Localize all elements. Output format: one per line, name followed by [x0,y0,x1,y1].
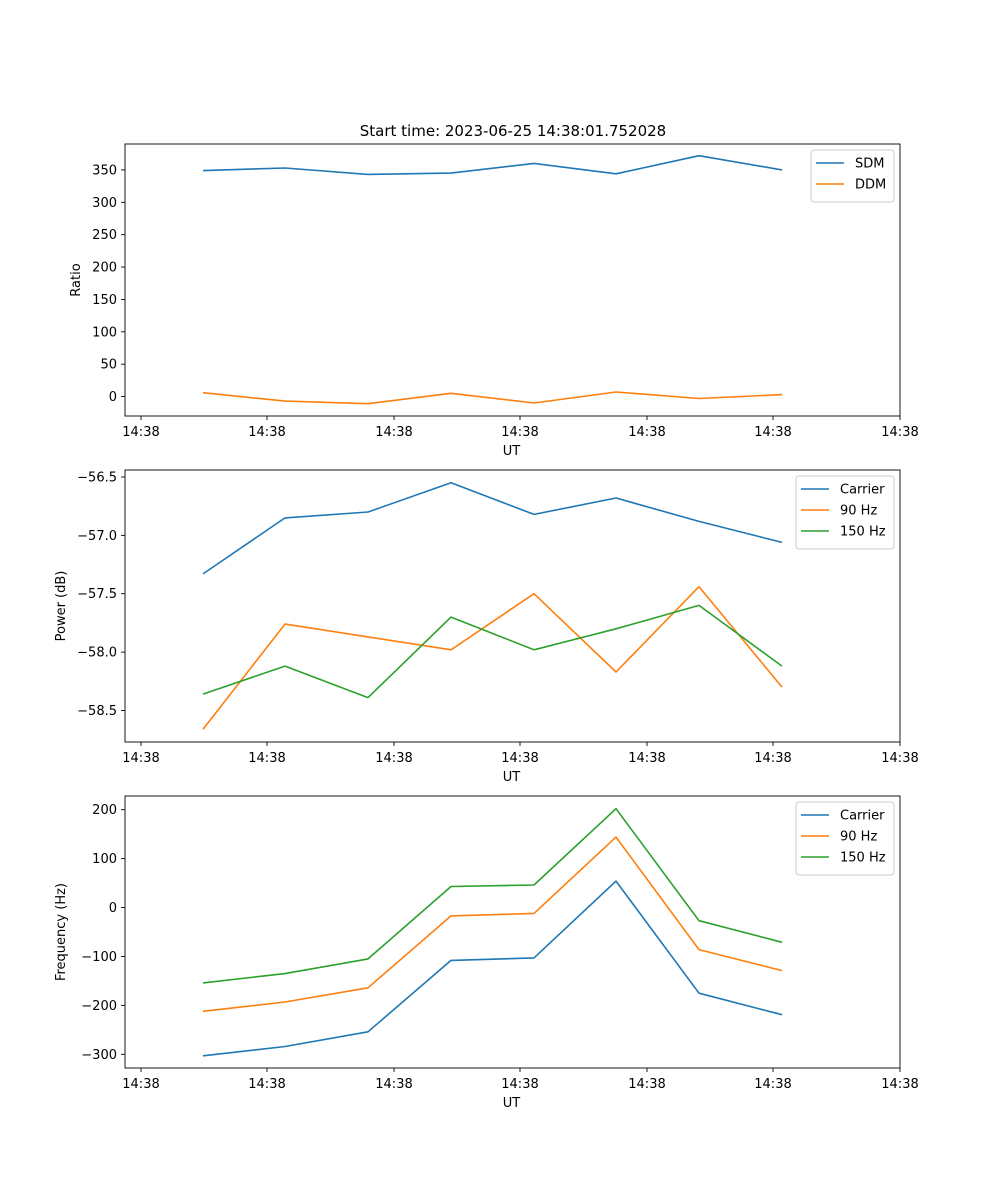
x-tick-label: 14:38 [881,751,918,766]
legend-entry: 90 Hz [840,504,877,519]
panel-2: 14:38 14:38 14:38 14:38 14:38 14:38 14:38 −58.5… [54,469,919,785]
x-tick-label: 14:38 [375,751,412,766]
y-tick-label: −300 [81,1048,117,1063]
series-line-150-hz [202,807,783,984]
legend-entry: Carrier [840,483,885,498]
legend-entry: DDM [855,178,886,193]
axes-frame [124,469,901,743]
series-line-ddm [202,391,783,405]
legend: Carrier 90 Hz 150 Hz [795,475,895,550]
x-tick-label: 14:38 [628,751,665,766]
x-axis-label: UT [503,770,521,785]
y-tick-label: −58.0 [77,646,117,661]
legend-entry: Carrier [840,809,885,824]
axes-frame [124,795,901,1069]
x-tick-label: 14:38 [375,425,412,440]
legend-entry: 150 Hz [840,851,886,866]
x-tick-label: 14:38 [754,425,791,440]
legend-entry: 150 Hz [840,525,886,540]
x-axis-label: UT [503,1096,521,1111]
y-axis-label: Power (dB) [54,571,69,642]
x-tick-label: 14:38 [375,1077,412,1092]
y-tick-label: 350 [92,163,117,178]
y-axis-label: Frequency (Hz) [54,883,69,981]
legend: SDM DDM [810,149,895,203]
y-tick-label: 150 [92,293,117,308]
x-tick-label: 14:38 [501,425,538,440]
y-tick-label: 100 [92,325,117,340]
y-tick-label: 200 [92,261,117,276]
x-tick-label: 14:38 [248,751,285,766]
x-tick-label: 14:38 [501,1077,538,1092]
y-tick-label: −100 [81,950,117,965]
y-tick-label: 300 [92,196,117,211]
series-line-sdm [202,154,783,176]
y-axis-label: Ratio [69,263,84,296]
panel-3: 14:38 14:38 14:38 14:38 14:38 14:38 14:38 −300 −… [54,795,919,1111]
x-tick-label: 14:38 [628,425,665,440]
x-tick-label: 14:38 [754,1077,791,1092]
legend-entry: 90 Hz [840,830,877,845]
x-tick-label: 14:38 [754,751,791,766]
series-line-carrier [202,481,783,575]
y-tick-label: −57.5 [77,587,117,602]
y-tick-label: −200 [81,999,117,1014]
y-tick-label: −57.0 [77,529,117,544]
y-tick-label: 0 [109,390,117,405]
x-tick-label: 14:38 [122,1077,159,1092]
x-tick-label: 14:38 [248,425,285,440]
series-line-90-hz [202,836,783,1013]
y-tick-label: 250 [92,228,117,243]
x-tick-label: 14:38 [628,1077,665,1092]
x-tick-label: 14:38 [122,751,159,766]
series-line-90-hz [202,585,783,730]
y-tick-label: −56.5 [77,471,117,486]
series-line-carrier [202,880,783,1057]
series-line-150-hz [202,604,783,699]
axes-frame [124,143,901,417]
legend-entry: SDM [855,157,884,172]
x-tick-label: 14:38 [248,1077,285,1092]
y-tick-label: 50 [100,358,117,373]
x-axis-label: UT [503,444,521,459]
x-tick-label: 14:38 [881,1077,918,1092]
x-tick-label: 14:38 [501,751,538,766]
y-tick-label: 0 [109,901,117,916]
legend: Carrier 90 Hz 150 Hz [795,801,895,876]
x-tick-label: 14:38 [122,425,159,440]
x-tick-label: 14:38 [881,425,918,440]
y-tick-label: −58.5 [77,704,117,719]
panel-1: 14:38 14:38 14:38 14:38 14:38 14:38 14:38 0 50 10… [69,143,919,459]
y-tick-label: 200 [92,803,117,818]
y-tick-label: 100 [92,852,117,867]
figure-title: Start time: 2023-06-25 14:38:01.752028 [360,122,666,140]
